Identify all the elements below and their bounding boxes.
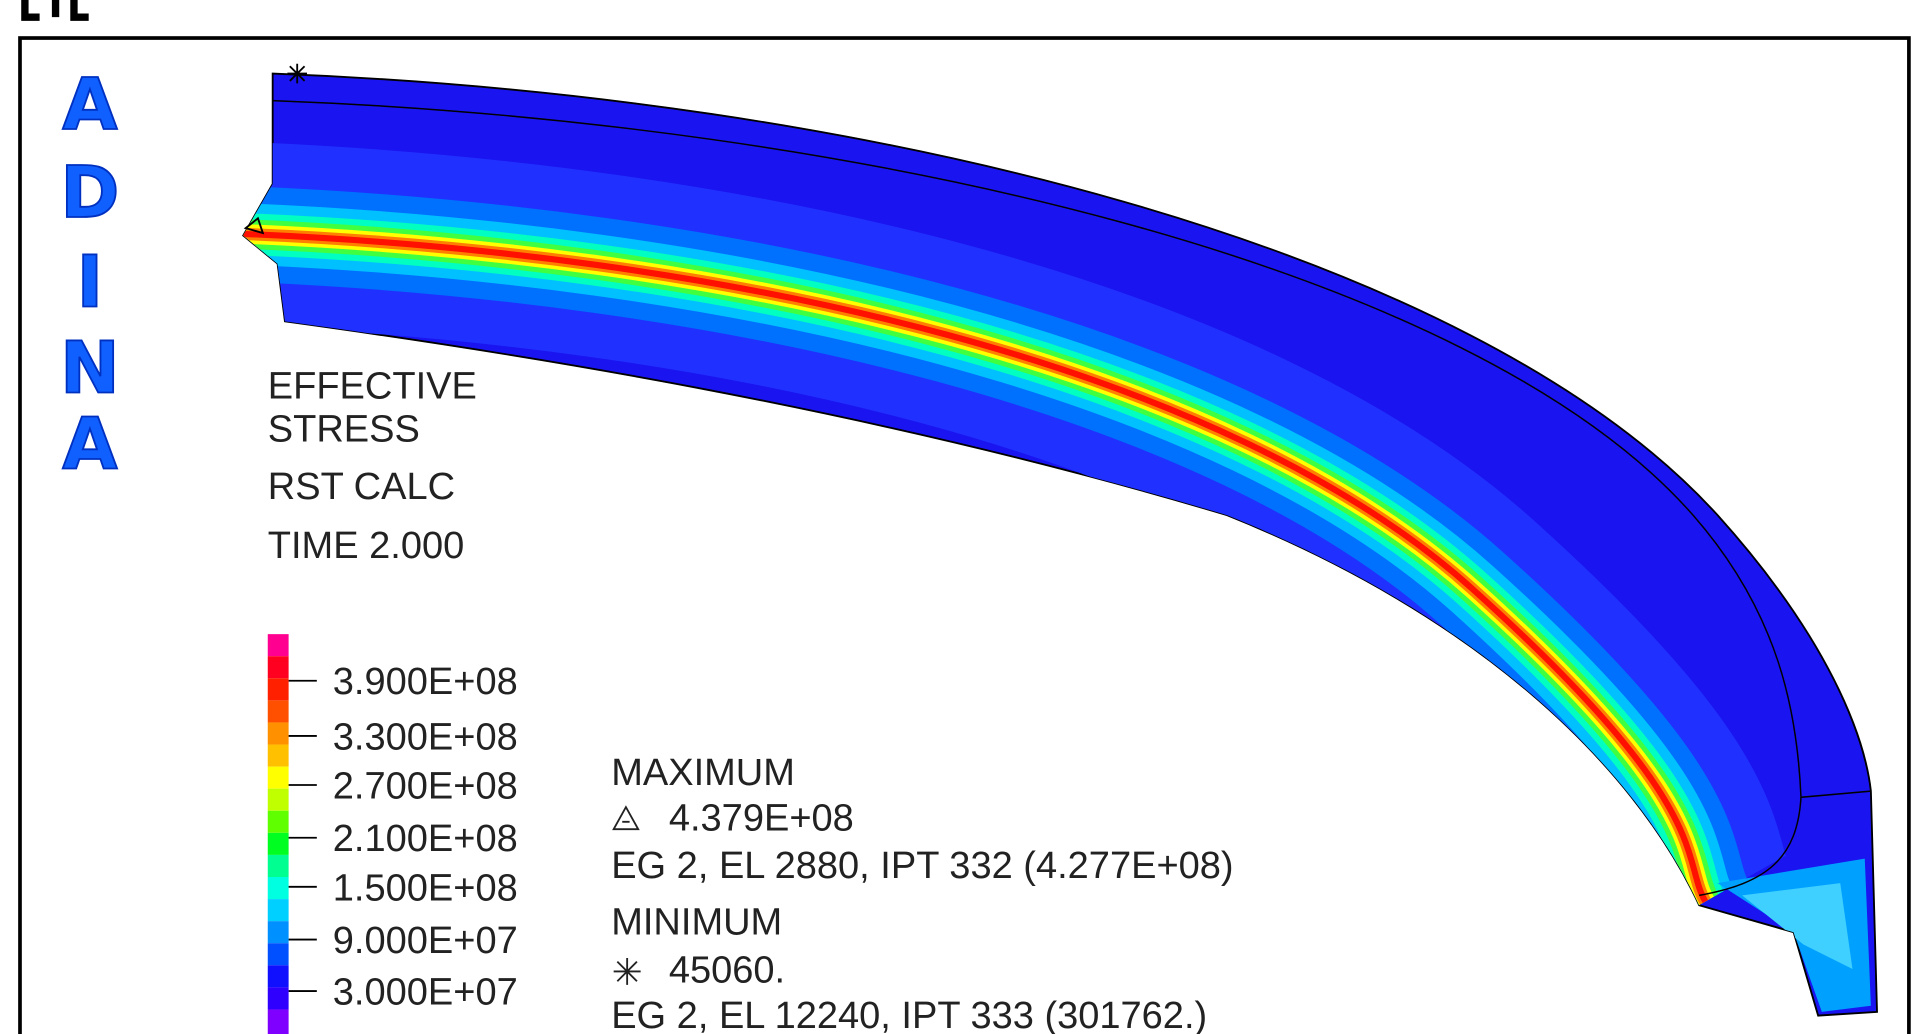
calc-label: RST CALC xyxy=(268,466,455,508)
min-marker xyxy=(287,64,307,84)
variable-label: STRESS xyxy=(268,409,420,451)
logo-letter: A xyxy=(62,403,117,486)
variable-label: EFFECTIVE xyxy=(268,366,477,408)
logo-letter: I xyxy=(77,241,103,324)
max-title: MAXIMUM xyxy=(611,752,795,794)
min-location: EG 2, EL 12240, IPT 333 (301762.) xyxy=(611,995,1207,1034)
legend-label: 2.700E+08 xyxy=(333,765,518,807)
time-label: TIME 2.000 xyxy=(268,525,465,567)
legend-label: 1.500E+08 xyxy=(333,867,518,909)
min-title: MINIMUM xyxy=(611,902,782,944)
adina-window: A D I N A EFFECTIVE STRESS RST CALC xyxy=(0,0,1924,1034)
legend-label: 9.000E+07 xyxy=(333,920,518,962)
plot-labels: EFFECTIVE STRESS RST CALC TIME 2.000 xyxy=(268,366,477,567)
logo-letter: D xyxy=(60,151,119,234)
legend-label: 3.300E+08 xyxy=(333,716,518,758)
legend-label: 2.100E+08 xyxy=(333,818,518,860)
max-location: EG 2, EL 2880, IPT 332 (4.277E+08) xyxy=(611,845,1233,887)
logo-letter: N xyxy=(60,327,120,410)
min-symbol xyxy=(614,958,641,985)
legend-label: 3.000E+07 xyxy=(333,972,518,1014)
legend-label: 3.900E+08 xyxy=(333,661,518,703)
logo-letter: A xyxy=(62,63,117,146)
min-value: 45060. xyxy=(669,949,785,991)
max-value: 4.379E+08 xyxy=(669,797,854,839)
